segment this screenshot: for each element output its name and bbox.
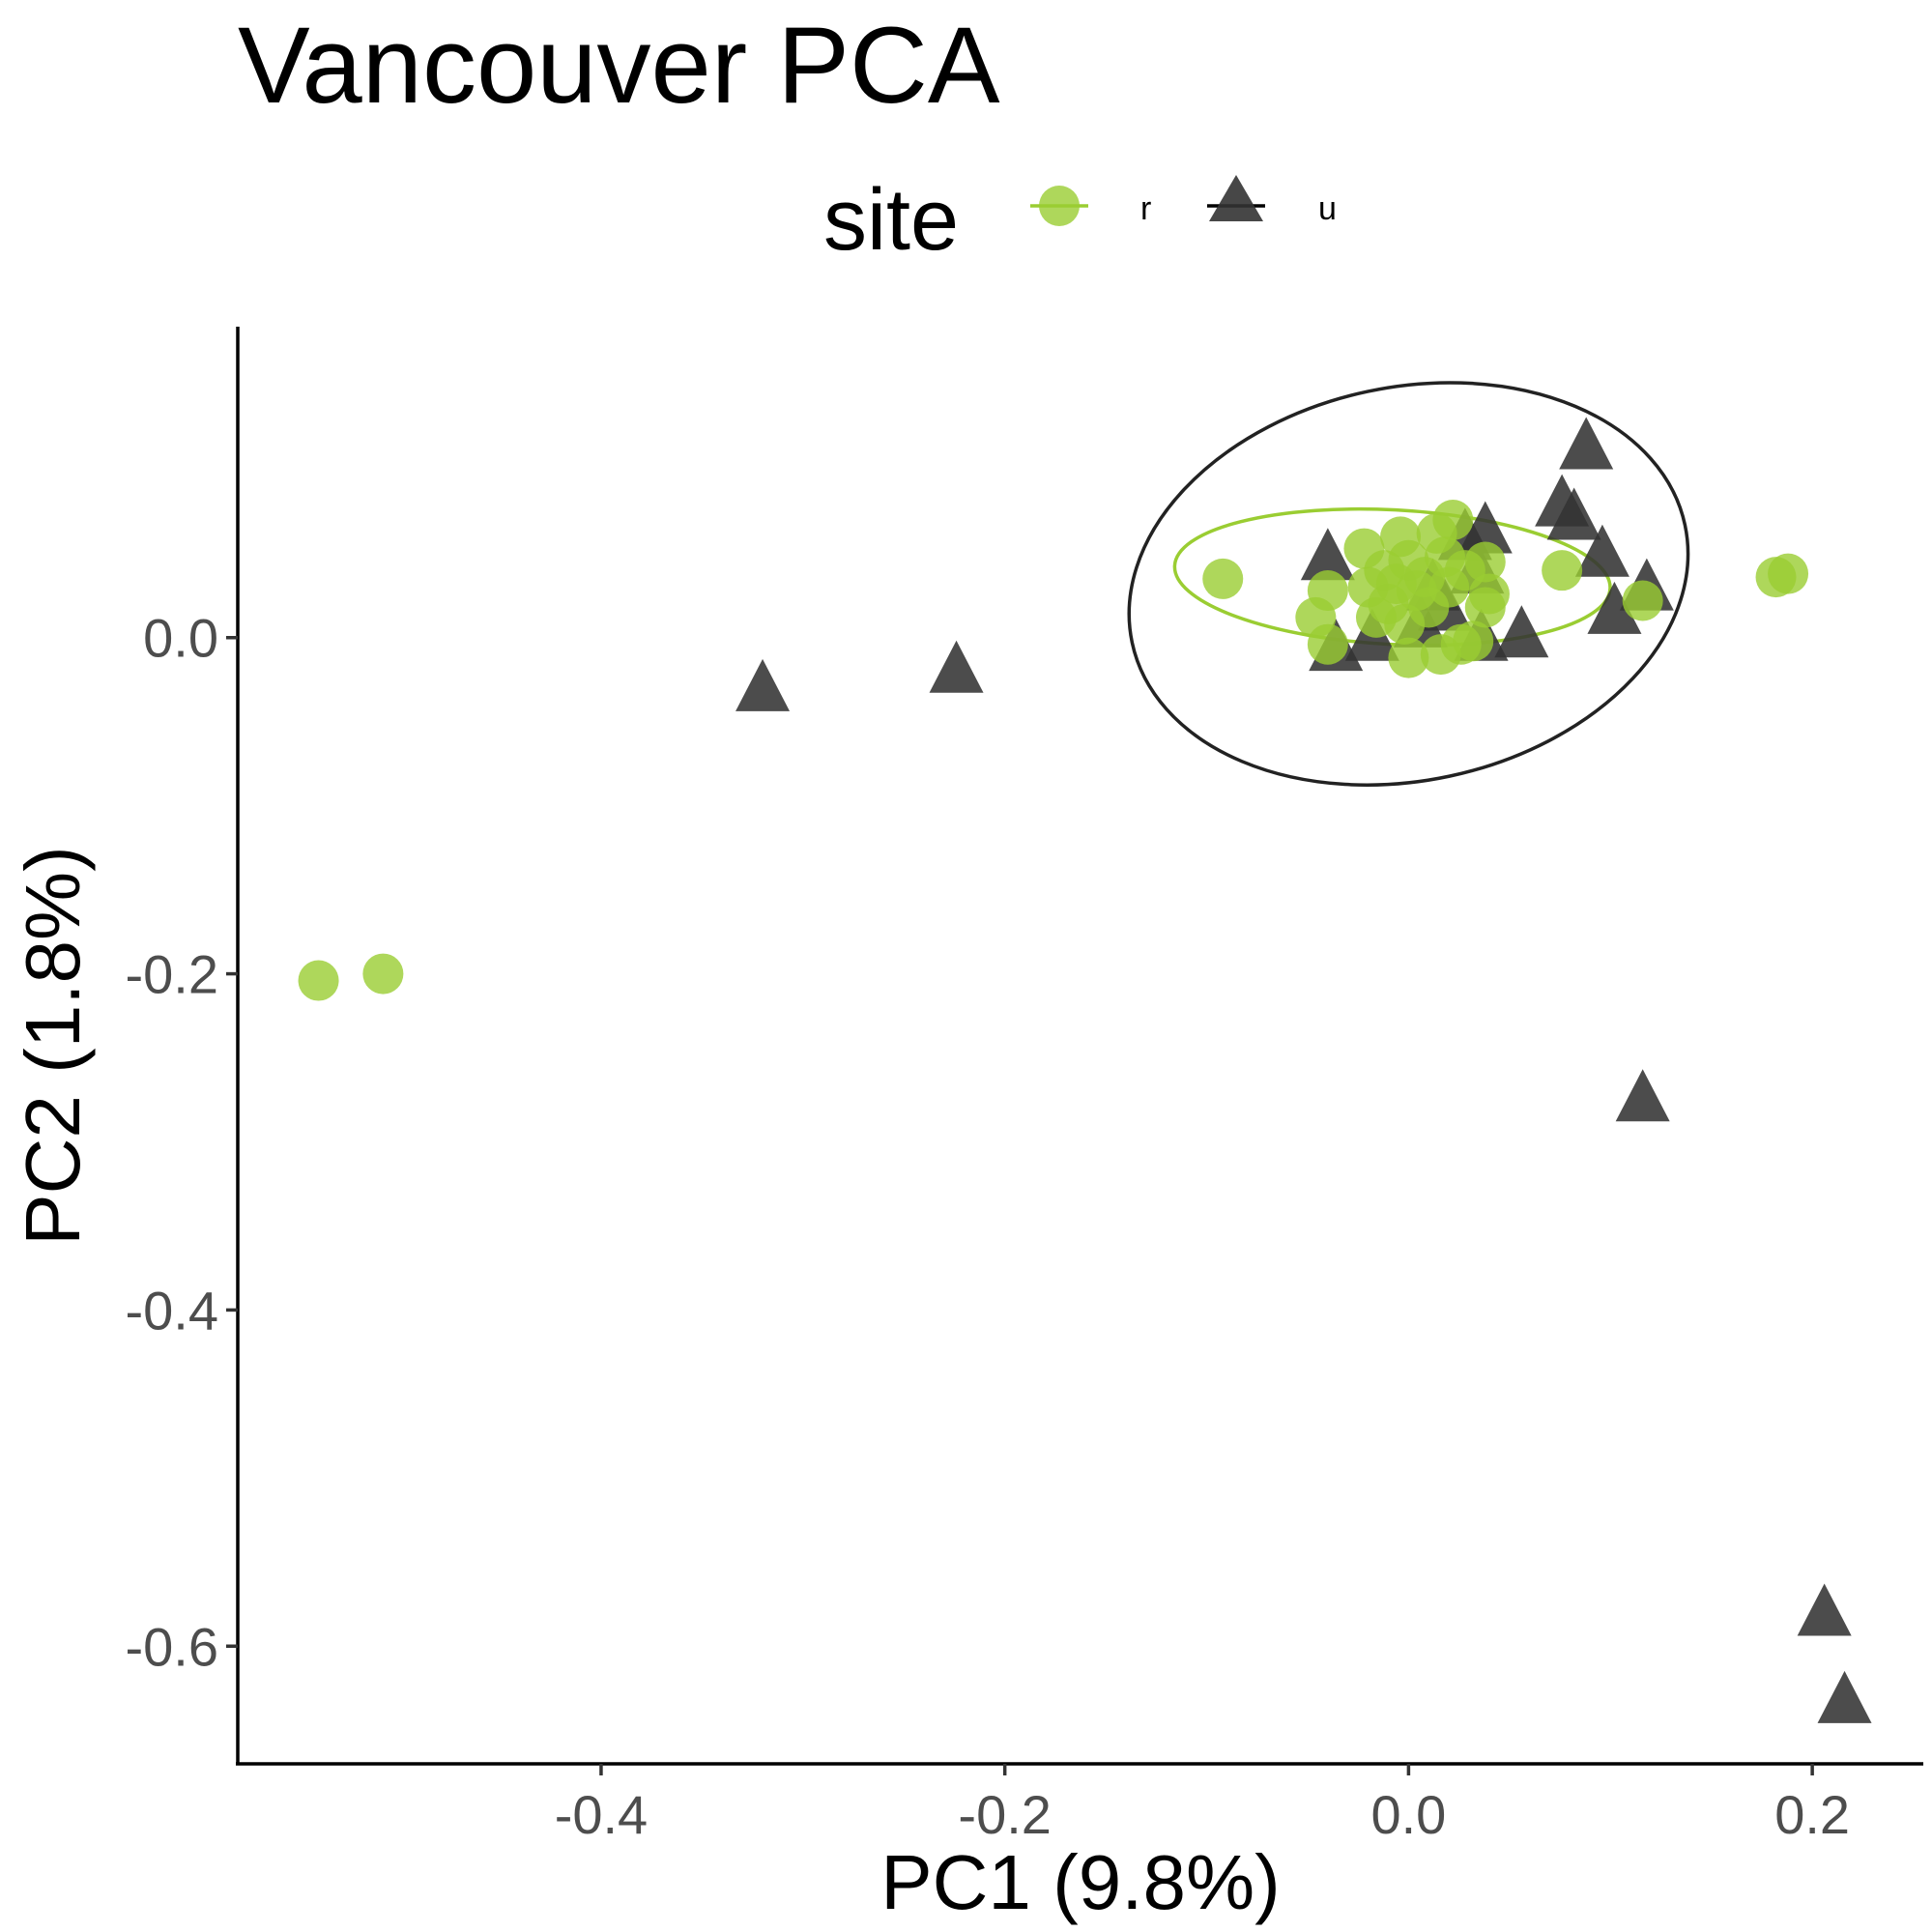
y-ticks: 0.0 -0.2 -0.4 -0.6: [126, 608, 238, 1677]
point-r-31: [1622, 580, 1663, 621]
point-r-2: [1202, 558, 1244, 599]
point-r-14: [1388, 637, 1429, 678]
chart-title: Vancouver PCA: [238, 5, 1000, 126]
axes: -0.4 -0.2 0.0 0.2 0.0 -0.2 -0.4 -0.6: [126, 327, 1923, 1845]
y-tick-label-1: -0.2: [126, 944, 219, 1005]
x-ticks: -0.4 -0.2 0.0 0.2: [555, 1764, 1850, 1845]
point-r-23: [1432, 500, 1474, 541]
point-r-0: [298, 960, 339, 1001]
x-tick-label-2: 0.0: [1370, 1784, 1446, 1845]
legend-key-r: [1030, 186, 1088, 226]
y-tick-label-0: 0.0: [143, 608, 218, 669]
legend-r-marker: [1039, 186, 1080, 226]
confidence-ellipse-u: [1127, 381, 1690, 787]
y-tick-label-2: -0.4: [126, 1280, 219, 1341]
point-u-19: [1615, 1069, 1670, 1122]
point-r-26: [1453, 620, 1494, 662]
points-layer: [298, 417, 1872, 1723]
legend-key-u: [1207, 175, 1265, 221]
point-u-17: [1587, 581, 1642, 634]
legend-u-marker: [1209, 175, 1263, 221]
point-r-30: [1542, 550, 1583, 591]
point-u-0: [735, 658, 791, 711]
legend-title: site: [823, 172, 959, 269]
point-u-12: [1494, 605, 1549, 658]
y-axis-title: PC2 (1.8%): [10, 846, 96, 1245]
x-tick-label-0: -0.4: [555, 1784, 649, 1845]
point-r-4: [1307, 570, 1348, 612]
point-r-5: [1307, 623, 1348, 665]
point-u-21: [1817, 1670, 1872, 1723]
legend: site r u: [823, 172, 1337, 269]
x-tick-label-1: -0.2: [958, 1784, 1052, 1845]
point-u-1: [929, 640, 984, 693]
point-r-33: [1768, 553, 1809, 594]
y-tick-label-3: -0.6: [126, 1616, 219, 1677]
point-u-11: [1457, 501, 1513, 554]
legend-label-r: r: [1140, 190, 1151, 227]
point-u-15: [1559, 417, 1614, 470]
point-r-28: [1468, 573, 1510, 615]
x-axis-title: PC1 (9.8%): [880, 1839, 1280, 1925]
point-r-29: [1464, 541, 1506, 583]
point-r-1: [362, 953, 404, 995]
point-u-14: [1546, 487, 1601, 540]
point-u-20: [1797, 1583, 1852, 1636]
point-u-16: [1574, 524, 1629, 577]
x-tick-label-3: 0.2: [1774, 1784, 1850, 1845]
legend-label-u: u: [1318, 190, 1337, 227]
point-u-2: [1300, 528, 1355, 581]
